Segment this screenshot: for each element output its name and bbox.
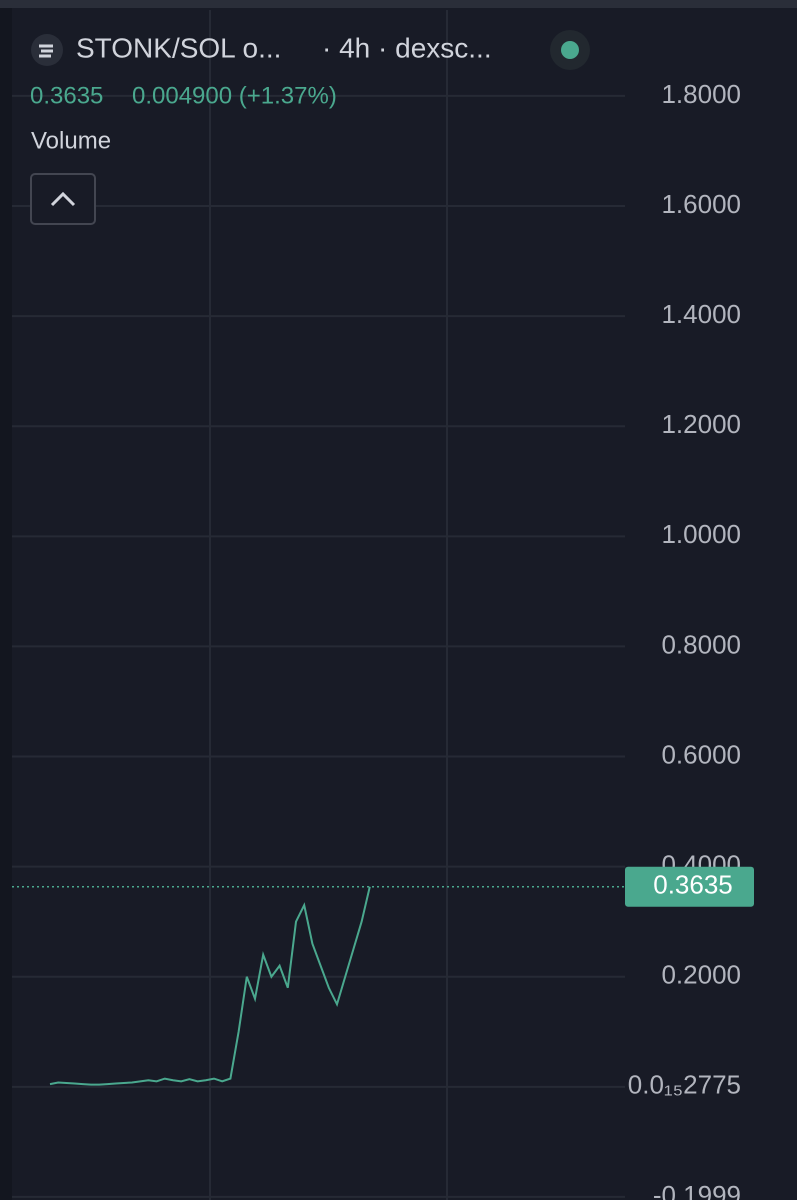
status-dot xyxy=(561,41,579,59)
left-border xyxy=(0,8,12,1200)
price-line xyxy=(49,886,371,1086)
last-price-badge xyxy=(625,866,754,907)
y-tick-label: -0.1999 xyxy=(653,1180,741,1200)
y-tick-label: 0.8000 xyxy=(661,629,741,659)
y-tick-label: 0.0₁₅2775 xyxy=(628,1070,741,1100)
y-tick-label: 0.6000 xyxy=(661,739,741,769)
last-price-label: 0.3635 xyxy=(653,870,733,900)
y-tick-label: 1.0000 xyxy=(661,519,741,549)
change: 0.004900 (+1.37%) xyxy=(132,82,337,109)
chevron xyxy=(50,191,76,207)
y-tick-label: 1.6000 xyxy=(661,189,741,219)
price: 0.3635 xyxy=(30,82,103,109)
top-border xyxy=(0,0,797,8)
y-tick-label: 1.4000 xyxy=(661,299,741,329)
pair-subtitle: · 4h · dexsc... xyxy=(322,32,492,63)
y-tick-label: 0.2000 xyxy=(661,960,741,990)
pair-title: STONK/SOL o... xyxy=(76,32,281,63)
collapse-button[interactable] xyxy=(30,173,96,225)
y-tick-label: 1.2000 xyxy=(661,409,741,439)
indicator-label: Volume xyxy=(31,127,111,154)
y-tick-label: 1.8000 xyxy=(661,79,741,109)
token-icon-glyph xyxy=(39,44,53,58)
